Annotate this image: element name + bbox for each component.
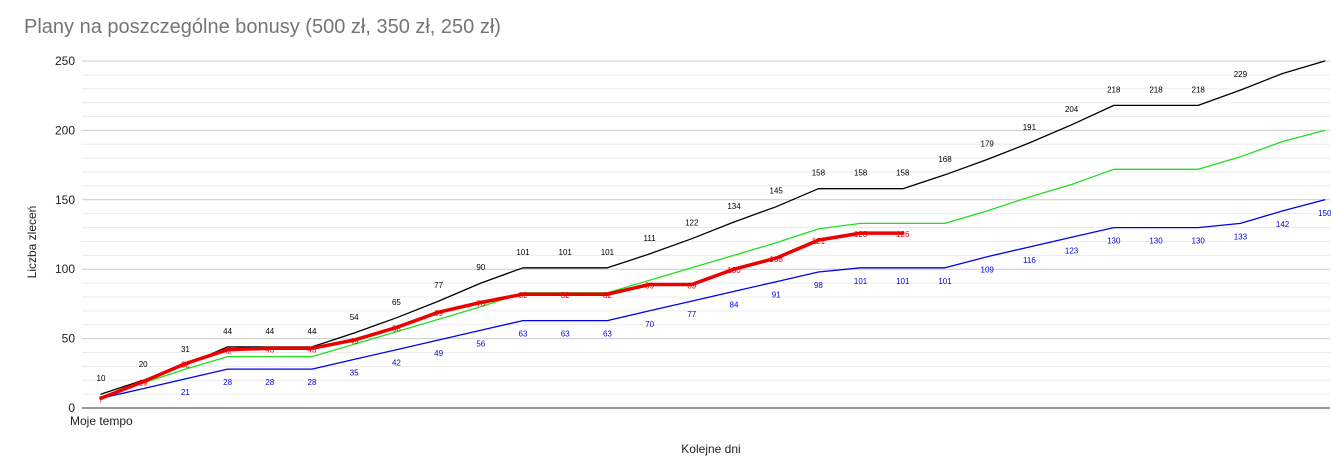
data-label: 82 [603, 291, 612, 300]
data-label: 82 [519, 291, 528, 300]
data-label: 42 [392, 359, 401, 368]
data-label: 63 [561, 330, 570, 339]
data-label: 56 [476, 339, 485, 348]
data-label: 89 [645, 281, 654, 290]
data-label: 101 [601, 248, 615, 257]
data-label: 130 [1192, 237, 1206, 246]
data-label: 54 [350, 313, 359, 322]
data-label: 91 [772, 291, 781, 300]
data-label: 101 [938, 277, 952, 286]
data-label: 44 [265, 327, 274, 336]
data-label: 32 [181, 361, 190, 370]
data-label: 20 [139, 360, 148, 369]
data-label: 179 [981, 140, 995, 149]
data-label: 28 [265, 378, 274, 387]
y-axis-title: Liczba zleceń [25, 206, 39, 279]
data-label: 63 [603, 330, 612, 339]
y-tick-label: 150 [55, 193, 75, 207]
data-label: 101 [559, 248, 573, 257]
data-label: 191 [1023, 123, 1037, 132]
data-label: 108 [770, 255, 784, 264]
x-tick-label: Moje tempo [70, 414, 133, 428]
data-label: 229 [1234, 70, 1248, 79]
x-axis-title: Kolejne dni [681, 442, 740, 456]
data-label: 158 [854, 169, 868, 178]
data-label: 70 [645, 320, 654, 329]
data-label: 126 [896, 230, 910, 239]
y-tick-label: 100 [55, 262, 75, 276]
data-label: 10 [97, 374, 106, 383]
data-label: 89 [687, 281, 696, 290]
data-label: 111 [644, 234, 657, 243]
data-label: 28 [308, 378, 317, 387]
data-label: 31 [181, 345, 190, 354]
data-label: 28 [223, 378, 232, 387]
data-label: 158 [812, 169, 826, 178]
gridlines [82, 60, 1330, 395]
data-label: 130 [1107, 237, 1121, 246]
data-label: 116 [1023, 256, 1036, 265]
series-lines [99, 60, 1326, 401]
data-label: 134 [727, 202, 741, 211]
data-label: 43 [265, 345, 274, 354]
data-label: 168 [938, 155, 952, 164]
data-label: 44 [223, 327, 232, 336]
data-label: 69 [434, 309, 443, 318]
data-label: 49 [434, 349, 443, 358]
data-label: 218 [1149, 85, 1163, 94]
data-label: 150 [1318, 209, 1331, 218]
data-label: 101 [516, 248, 530, 257]
chart-title: Plany na poszczególne bonusy (500 zł, 35… [24, 16, 501, 38]
data-label: 19 [139, 379, 148, 388]
data-label: 63 [519, 330, 528, 339]
data-label: 123 [1065, 246, 1079, 255]
data-label: 218 [1192, 85, 1206, 94]
data-label: 142 [1276, 220, 1290, 229]
data-label: 158 [896, 169, 910, 178]
y-tick-label: 50 [62, 332, 76, 346]
data-label: 65 [392, 298, 401, 307]
data-label: 84 [730, 300, 739, 309]
data-label: 49 [350, 337, 359, 346]
y-tick-labels: 0 50 100 150 200 250 [55, 54, 75, 415]
data-label: 101 [896, 277, 910, 286]
data-label: 218 [1107, 85, 1121, 94]
y-tick-label: 250 [55, 54, 75, 68]
data-label: 100 [727, 266, 741, 275]
data-label: 133 [1234, 232, 1248, 241]
data-label: 101 [854, 277, 868, 286]
series-line-3 [100, 199, 1326, 399]
data-label: 109 [981, 266, 995, 275]
data-label: 122 [685, 219, 699, 228]
series-line-4 [99, 231, 905, 401]
data-label: 35 [350, 368, 359, 377]
y-tick-label: 0 [68, 401, 75, 415]
series-line-2 [100, 129, 1326, 398]
data-label: 204 [1065, 105, 1079, 114]
data-label: 42 [223, 347, 232, 356]
data-label: 43 [308, 345, 317, 354]
data-label: 130 [1149, 237, 1163, 246]
y-tick-label: 200 [55, 123, 75, 137]
data-label: 21 [181, 388, 190, 397]
data-label: 77 [434, 281, 443, 290]
data-label: 145 [770, 187, 784, 196]
point-labels: 10 20 31 44 44 44 54 65 77 90 101 101 101 111 122 134 14… [97, 70, 1331, 404]
data-label: 82 [561, 291, 570, 300]
data-label: 76 [476, 300, 485, 309]
data-label: 44 [308, 327, 317, 336]
data-label: 7 [99, 395, 104, 404]
data-label: 98 [814, 281, 823, 290]
data-label: 126 [854, 230, 868, 239]
data-label: 77 [687, 310, 696, 319]
data-label: 58 [392, 324, 401, 333]
data-label: 90 [476, 263, 485, 272]
data-label: 121 [812, 237, 826, 246]
